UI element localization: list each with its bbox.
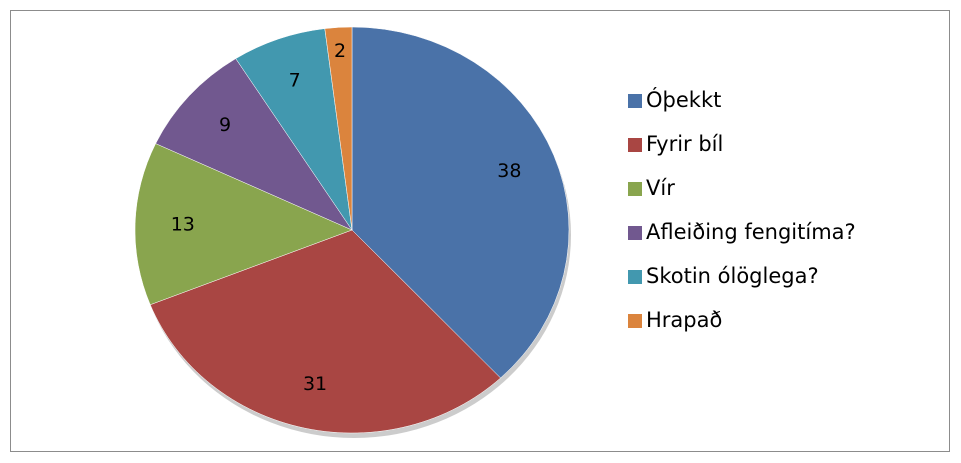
pie-slice — [149, 229, 501, 434]
legend-swatch — [628, 226, 642, 240]
data-label: 13 — [171, 214, 195, 236]
pie-slice — [134, 143, 353, 306]
legend-swatch — [628, 182, 642, 196]
data-label: 7 — [289, 70, 301, 92]
legend-label: Afleiðing fengitíma? — [646, 220, 856, 244]
data-label: 31 — [303, 373, 327, 395]
data-label: 38 — [497, 160, 521, 182]
legend-label: Fyrir bíl — [646, 132, 723, 156]
pie-slice — [324, 26, 353, 231]
data-label: 9 — [219, 114, 231, 136]
legend-label: Hrapað — [646, 308, 722, 332]
legend-label: Skotin ólöglega? — [646, 264, 819, 288]
data-label: 2 — [334, 40, 346, 62]
pie-slice — [155, 58, 353, 231]
legend-label: Óþekkt — [646, 87, 721, 112]
legend-swatch — [628, 314, 642, 328]
legend-swatch — [628, 94, 642, 108]
legend-label: Vír — [646, 176, 675, 200]
pie-slice — [351, 26, 570, 379]
legend-swatch — [628, 270, 642, 284]
legend-swatch — [628, 138, 642, 152]
